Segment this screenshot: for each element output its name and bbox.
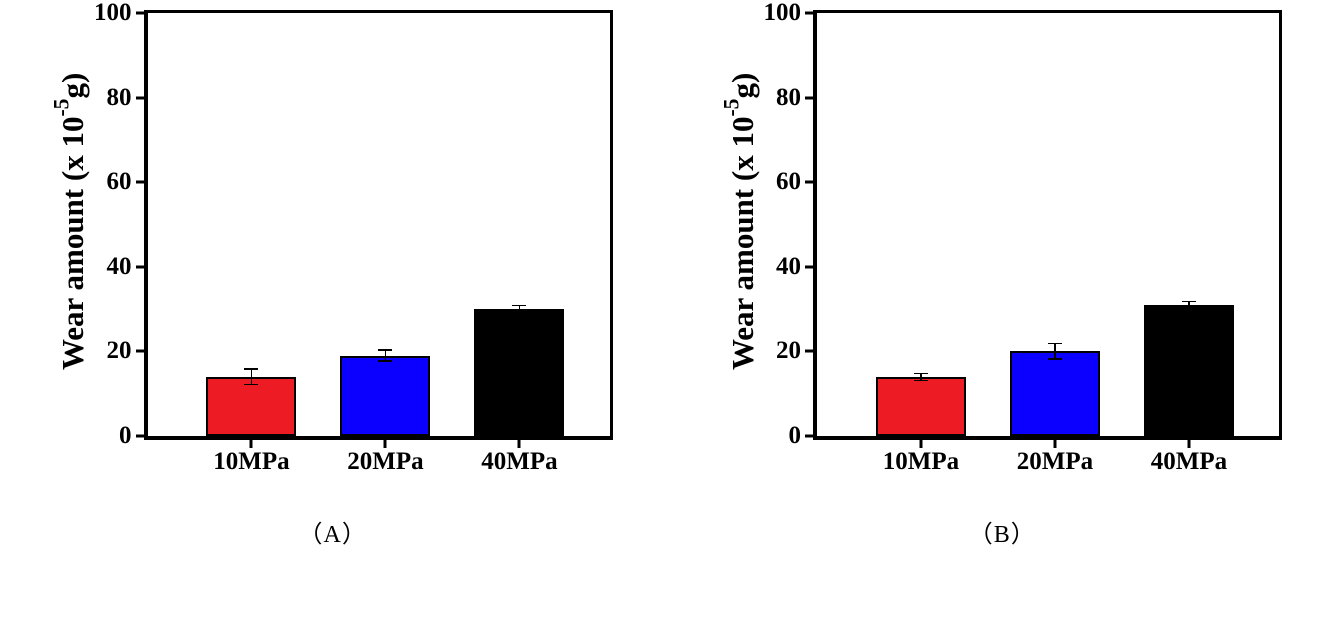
y-tick-label: 60 [107, 168, 148, 196]
page-root: Wear amount (x 10-5g)02040608010010MPa20… [0, 0, 1335, 618]
chart-wrap: Wear amount (x 10-5g) 02040608010010MPa20… [53, 10, 613, 440]
y-tick-label: 0 [789, 422, 818, 450]
plot-area: 02040608010010MPa20MPa40MPa [813, 10, 1282, 440]
y-tick-label: 100 [764, 0, 818, 27]
y-tick-label: 80 [107, 84, 148, 112]
chart-panel-B: Wear amount (x 10-5g) 02040608010010MPa20… [723, 10, 1283, 549]
y-tick-label: 40 [776, 253, 817, 281]
x-tick-label: 10MPa [213, 436, 289, 476]
y-tick-label: 20 [107, 337, 148, 365]
y-axis-label: Wear amount (x 10-5g) [723, 10, 760, 433]
plot-outer: 02040608010010MPa20MPa40MPa [759, 10, 1282, 440]
y-tick-label: 40 [107, 253, 148, 281]
x-tick-label: 40MPa [1151, 436, 1227, 476]
y-tick-label: 20 [776, 337, 817, 365]
y-tick-label: 0 [119, 422, 148, 450]
x-tick-label: 20MPa [347, 436, 423, 476]
bar-20MPa [1010, 351, 1100, 436]
panel-label: （A） [299, 514, 367, 549]
x-tick-label: 40MPa [481, 436, 557, 476]
bar-10MPa [206, 377, 296, 436]
plot-column: 02040608010010MPa20MPa40MPa [90, 10, 613, 440]
y-tick-label: 80 [776, 84, 817, 112]
chart-wrap: Wear amount (x 10-5g) 02040608010010MPa20… [723, 10, 1283, 440]
bar-40MPa [474, 309, 564, 436]
y-axis-label: Wear amount (x 10-5g) [53, 10, 90, 433]
bar-40MPa [1144, 305, 1234, 436]
chart-panels-row: Wear amount (x 10-5g)02040608010010MPa20… [0, 0, 1335, 549]
bar-20MPa [340, 356, 430, 436]
plot-area: 02040608010010MPa20MPa40MPa [144, 10, 613, 440]
y-tick-label: 100 [94, 0, 148, 27]
y-tick-label: 60 [776, 168, 817, 196]
panel-label: （B） [969, 514, 1036, 549]
x-tick-label: 20MPa [1017, 436, 1093, 476]
x-tick-label: 10MPa [883, 436, 959, 476]
chart-panel-A: Wear amount (x 10-5g) 02040608010010MPa20… [53, 10, 613, 549]
bar-10MPa [876, 377, 966, 436]
plot-outer: 02040608010010MPa20MPa40MPa [90, 10, 613, 440]
plot-column: 02040608010010MPa20MPa40MPa [759, 10, 1282, 440]
